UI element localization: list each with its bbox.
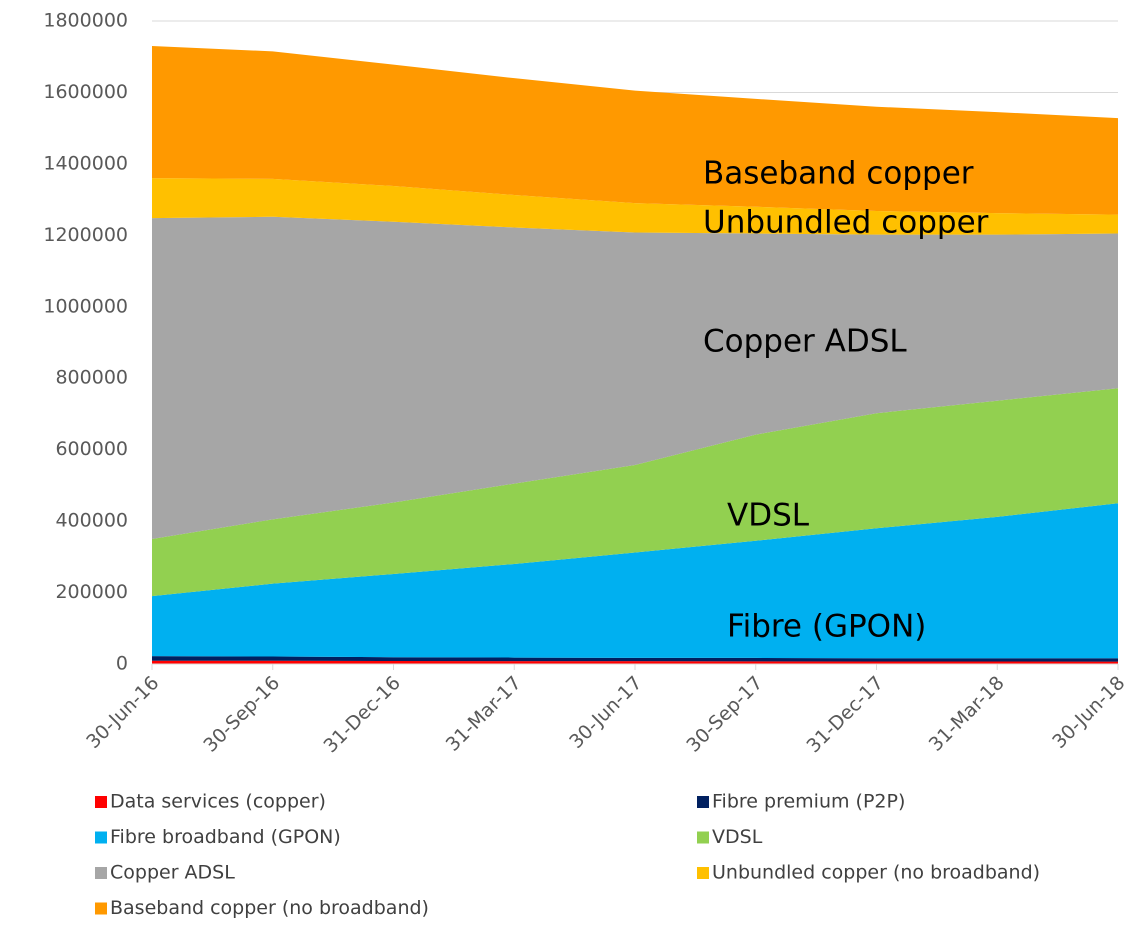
- area: [152, 656, 1118, 662]
- legend-item: Unbundled copper (no broadband): [697, 862, 1040, 884]
- annotation: VDSL: [727, 498, 810, 534]
- legend-swatch: [95, 831, 107, 844]
- x-tick-label: 31-Mar-18: [925, 672, 1009, 756]
- legend-label: Data services (copper): [110, 791, 326, 813]
- legend-swatch: [95, 867, 107, 879]
- legend-item: Baseband copper (no broadband): [95, 897, 429, 919]
- annotation: Fibre (GPON): [727, 609, 926, 645]
- legend-label: VDSL: [712, 826, 763, 848]
- area: [152, 46, 1118, 215]
- y-tick-label: 1200000: [43, 224, 128, 246]
- y-tick-label: 1000000: [43, 295, 128, 317]
- y-tick-label: 400000: [55, 510, 128, 532]
- legend-swatch: [95, 796, 107, 808]
- area: [152, 503, 1118, 659]
- annotation: Baseband copper: [703, 156, 974, 192]
- legend-label: Copper ADSL: [110, 862, 235, 884]
- legend-swatch: [697, 867, 709, 879]
- y-tick-label: 1400000: [43, 152, 128, 174]
- x-tick-label: 30-Jun-18: [1048, 672, 1129, 753]
- y-tick-label: 0: [116, 653, 128, 675]
- x-tick-label: 30-Sep-16: [199, 672, 284, 757]
- x-tick-label: 30-Jun-17: [565, 672, 646, 753]
- area: [152, 216, 1118, 539]
- legend-swatch: [697, 796, 709, 808]
- area: [152, 178, 1118, 235]
- x-tick-label: 31-Dec-16: [319, 672, 404, 757]
- y-tick-label: 600000: [55, 438, 128, 460]
- legend-label: Unbundled copper (no broadband): [712, 862, 1040, 884]
- legend-label: Fibre broadband (GPON): [110, 826, 341, 848]
- legend-swatch: [697, 831, 709, 844]
- legend-item: Fibre premium (P2P): [697, 791, 905, 813]
- x-tick-label: 31-Dec-17: [802, 672, 887, 757]
- y-tick-label: 800000: [55, 367, 128, 389]
- legend-item: Copper ADSL: [95, 862, 235, 884]
- x-tick-label: 30-Sep-17: [682, 672, 767, 757]
- x-tick-label: 30-Jun-16: [82, 672, 163, 753]
- y-tick-label: 1600000: [43, 81, 128, 103]
- annotation: Copper ADSL: [703, 324, 907, 360]
- legend-item: Fibre broadband (GPON): [95, 826, 341, 848]
- legend-swatch: [95, 902, 107, 915]
- legend-label: Baseband copper (no broadband): [110, 897, 429, 919]
- y-tick-label: 1800000: [43, 10, 128, 32]
- area: [152, 388, 1118, 597]
- annotation: Unbundled copper: [703, 205, 989, 241]
- legend-item: Data services (copper): [95, 791, 326, 813]
- y-tick-label: 200000: [55, 581, 128, 603]
- area: [152, 660, 1118, 664]
- legend-label: Fibre premium (P2P): [712, 791, 905, 813]
- x-tick-label: 31-Mar-17: [442, 672, 526, 756]
- legend-item: VDSL: [697, 826, 763, 848]
